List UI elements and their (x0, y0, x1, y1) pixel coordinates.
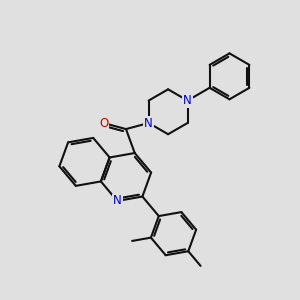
Text: O: O (99, 117, 109, 130)
Text: N: N (144, 116, 153, 130)
Text: N: N (183, 94, 192, 107)
Text: N: N (113, 194, 122, 208)
